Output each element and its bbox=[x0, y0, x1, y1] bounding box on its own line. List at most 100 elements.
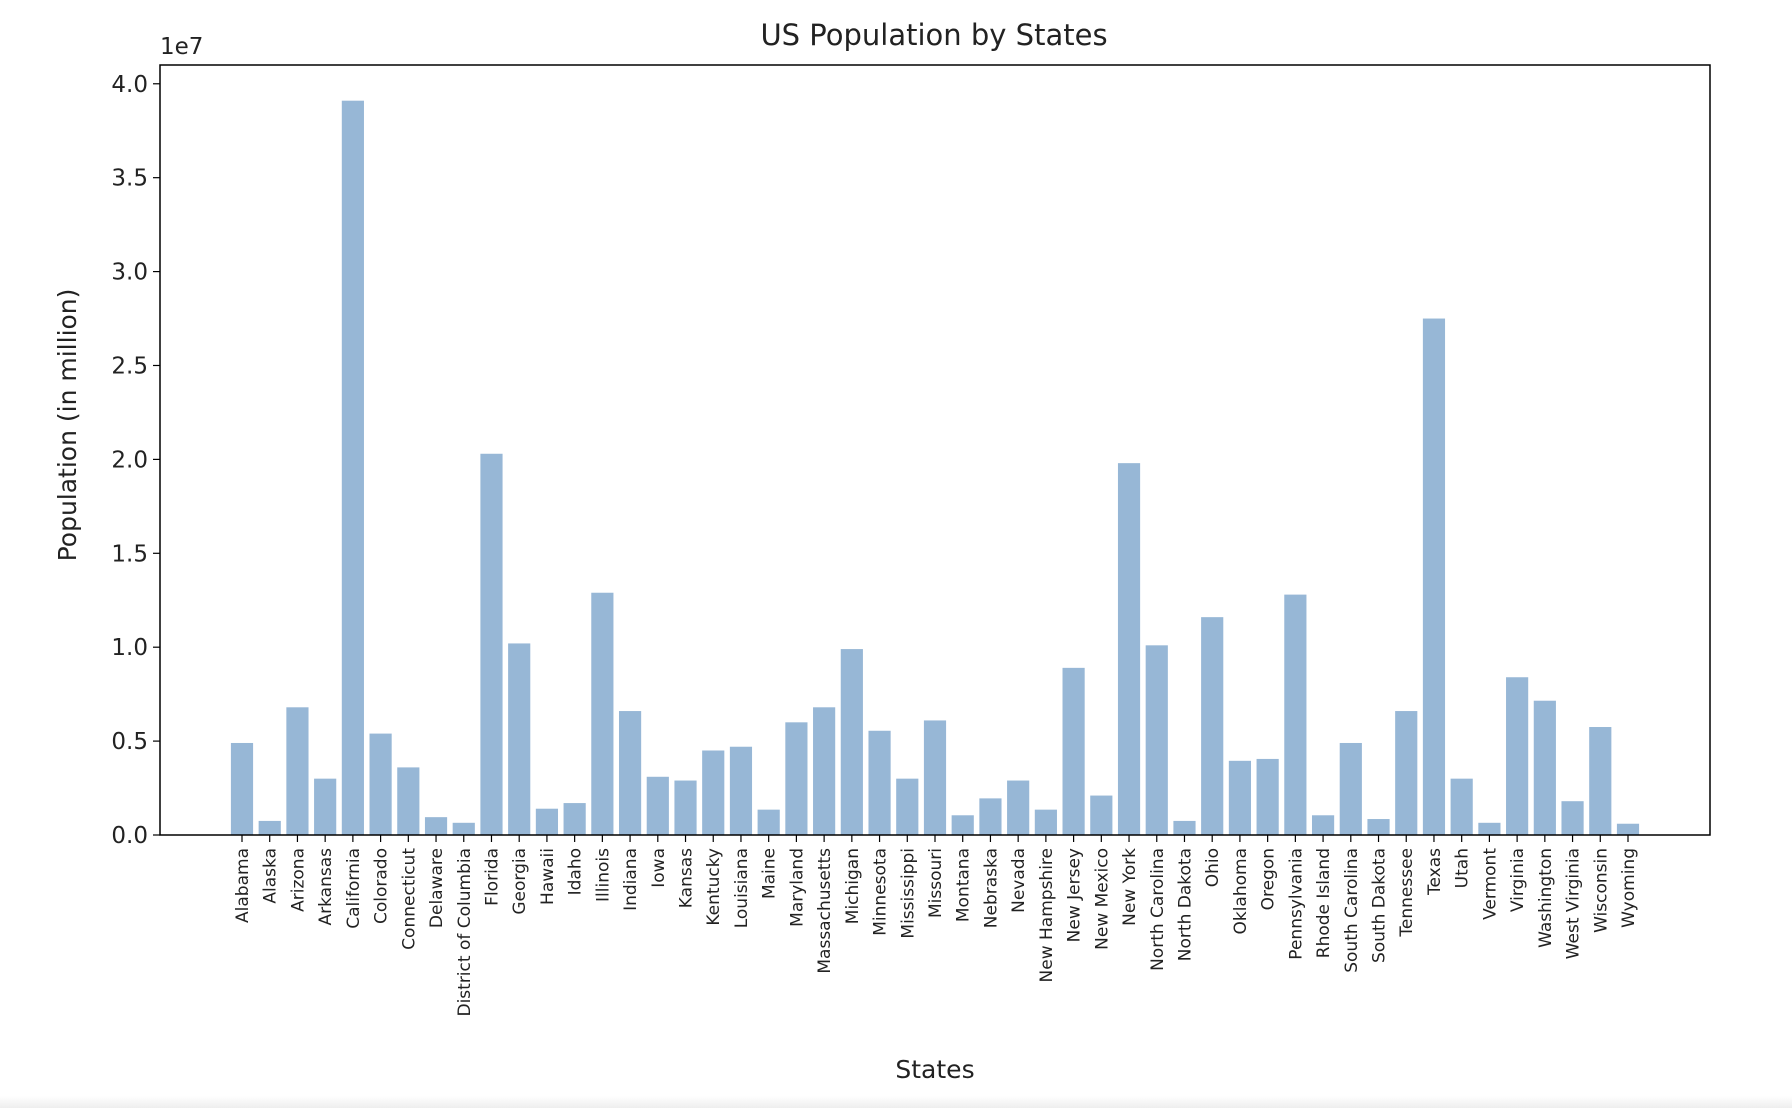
bar-north-carolina bbox=[1145, 645, 1168, 835]
bar-mississippi bbox=[896, 778, 919, 835]
bar-new-mexico bbox=[1090, 795, 1113, 835]
bar-wisconsin bbox=[1589, 727, 1612, 835]
bar-delaware bbox=[424, 817, 448, 835]
bar-wyoming bbox=[1616, 823, 1640, 835]
x-tick-label-south-dakota: South Dakota bbox=[1370, 848, 1390, 963]
bar-montana bbox=[951, 815, 974, 835]
x-tick-label-district-of-columbia: District of Columbia bbox=[455, 848, 475, 1017]
x-tick-label-arizona: Arizona bbox=[288, 848, 308, 912]
bar-south-dakota bbox=[1367, 819, 1390, 835]
x-tick-label-maine: Maine bbox=[760, 848, 780, 899]
bar-oregon bbox=[1256, 758, 1279, 835]
y-tick-label: 4.0 bbox=[111, 72, 148, 98]
y-tick-label: 3.5 bbox=[111, 166, 148, 192]
x-tick-label-texas: Texas bbox=[1425, 848, 1445, 896]
bar-vermont bbox=[1478, 822, 1501, 835]
x-tick-label-idaho: Idaho bbox=[566, 848, 586, 895]
x-tick-label-louisiana: Louisiana bbox=[732, 848, 752, 928]
x-tick-label-maryland: Maryland bbox=[787, 848, 807, 927]
y-tick-label: 2.5 bbox=[111, 353, 148, 379]
bar-illinois bbox=[591, 592, 614, 835]
x-tick-label-georgia: Georgia bbox=[510, 848, 530, 915]
bar-colorado bbox=[369, 733, 392, 835]
x-tick-label-wyoming: Wyoming bbox=[1619, 848, 1639, 928]
x-tick-label-new-hampshire: New Hampshire bbox=[1037, 848, 1057, 982]
x-tick-label-connecticut: Connecticut bbox=[399, 848, 419, 950]
bar-michigan bbox=[840, 649, 863, 835]
bar-tennessee bbox=[1395, 711, 1418, 835]
bar-new-hampshire bbox=[1034, 809, 1057, 835]
plot-area-frame bbox=[159, 64, 1711, 836]
bar-arkansas bbox=[314, 778, 337, 835]
bar-kentucky bbox=[702, 750, 725, 835]
x-tick-label-new-mexico: New Mexico bbox=[1092, 848, 1112, 950]
chart-title: US Population by States bbox=[760, 18, 1107, 52]
x-tick-label-hawaii: Hawaii bbox=[538, 848, 558, 905]
bar-pennsylvania bbox=[1284, 594, 1307, 835]
x-tick-label-utah: Utah bbox=[1453, 848, 1473, 888]
x-tick-label-massachusetts: Massachusetts bbox=[815, 848, 835, 974]
x-tick-label-iowa: Iowa bbox=[649, 848, 669, 888]
x-tick-label-virginia: Virginia bbox=[1508, 848, 1528, 912]
x-tick-label-indiana: Indiana bbox=[621, 848, 641, 911]
x-tick-label-ohio: Ohio bbox=[1203, 848, 1223, 887]
x-tick-label-north-carolina: North Carolina bbox=[1148, 848, 1168, 971]
x-tick-label-california: California bbox=[344, 848, 364, 929]
bar-alabama bbox=[230, 742, 254, 835]
bar-new-york bbox=[1117, 463, 1141, 835]
x-tick-label-missouri: Missouri bbox=[926, 848, 946, 918]
x-tick-label-alabama: Alabama bbox=[233, 848, 253, 923]
bar-missouri bbox=[923, 720, 947, 835]
x-tick-label-vermont: Vermont bbox=[1480, 848, 1500, 920]
x-tick-label-nevada: Nevada bbox=[1009, 848, 1029, 913]
bar-south-carolina bbox=[1339, 742, 1362, 835]
x-tick-label-tennessee: Tennessee bbox=[1397, 848, 1417, 938]
x-axis-label: States bbox=[895, 1055, 974, 1084]
y-tick-label: 2.0 bbox=[111, 447, 148, 473]
x-tick-label-montana: Montana bbox=[954, 848, 974, 922]
x-axis: Alabama Alaska Arizona Arkansas California Co… bbox=[233, 835, 1639, 1017]
bar-minnesota bbox=[868, 730, 891, 835]
y-axis: 0.0 0.5 1.0 1.5 2.0 2.5 3.0 3.5 4.0 bbox=[111, 72, 160, 849]
bar-north-dakota bbox=[1173, 820, 1196, 835]
bar-alaska bbox=[258, 820, 281, 835]
bar-ohio bbox=[1201, 617, 1224, 835]
y-tick-label: 1.0 bbox=[111, 635, 148, 661]
x-tick-label-delaware: Delaware bbox=[427, 848, 447, 928]
x-tick-label-alaska: Alaska bbox=[261, 848, 281, 904]
bar-washington bbox=[1533, 700, 1556, 835]
bar-oklahoma bbox=[1228, 760, 1252, 835]
bar-indiana bbox=[618, 711, 642, 835]
x-tick-label-wisconsin: Wisconsin bbox=[1591, 848, 1611, 933]
bar-florida bbox=[480, 453, 503, 835]
bar-new-jersey bbox=[1062, 667, 1085, 835]
bar-maryland bbox=[785, 722, 808, 835]
x-tick-label-south-carolina: South Carolina bbox=[1342, 848, 1362, 973]
y-tick-label: 0.0 bbox=[111, 823, 148, 849]
bar-utah bbox=[1450, 778, 1473, 835]
bar-virginia bbox=[1506, 677, 1529, 835]
x-tick-label-new-york: New York bbox=[1120, 848, 1140, 926]
bar-louisiana bbox=[729, 746, 753, 835]
x-tick-label-kansas: Kansas bbox=[677, 848, 697, 908]
x-tick-label-michigan: Michigan bbox=[843, 848, 863, 924]
y-axis-offset-label: 1e7 bbox=[160, 34, 203, 60]
x-tick-label-oregon: Oregon bbox=[1259, 848, 1279, 910]
x-tick-label-new-jersey: New Jersey bbox=[1065, 848, 1085, 942]
x-tick-label-arkansas: Arkansas bbox=[316, 848, 336, 926]
x-tick-label-rhode-island: Rhode Island bbox=[1314, 848, 1334, 958]
x-tick-label-kentucky: Kentucky bbox=[704, 848, 724, 926]
y-axis-label: Population (in million) bbox=[53, 289, 82, 562]
bar-georgia bbox=[508, 643, 531, 835]
bar-california bbox=[341, 100, 364, 836]
x-tick-label-mississippi: Mississippi bbox=[898, 848, 918, 939]
bar-district-of-columbia bbox=[452, 822, 475, 835]
bar-connecticut bbox=[397, 767, 420, 835]
bar-idaho bbox=[563, 803, 586, 835]
bar-nebraska bbox=[979, 798, 1002, 835]
x-tick-label-minnesota: Minnesota bbox=[871, 848, 891, 936]
bar-nevada bbox=[1007, 780, 1030, 835]
window-bottom-edge bbox=[0, 1096, 1792, 1108]
